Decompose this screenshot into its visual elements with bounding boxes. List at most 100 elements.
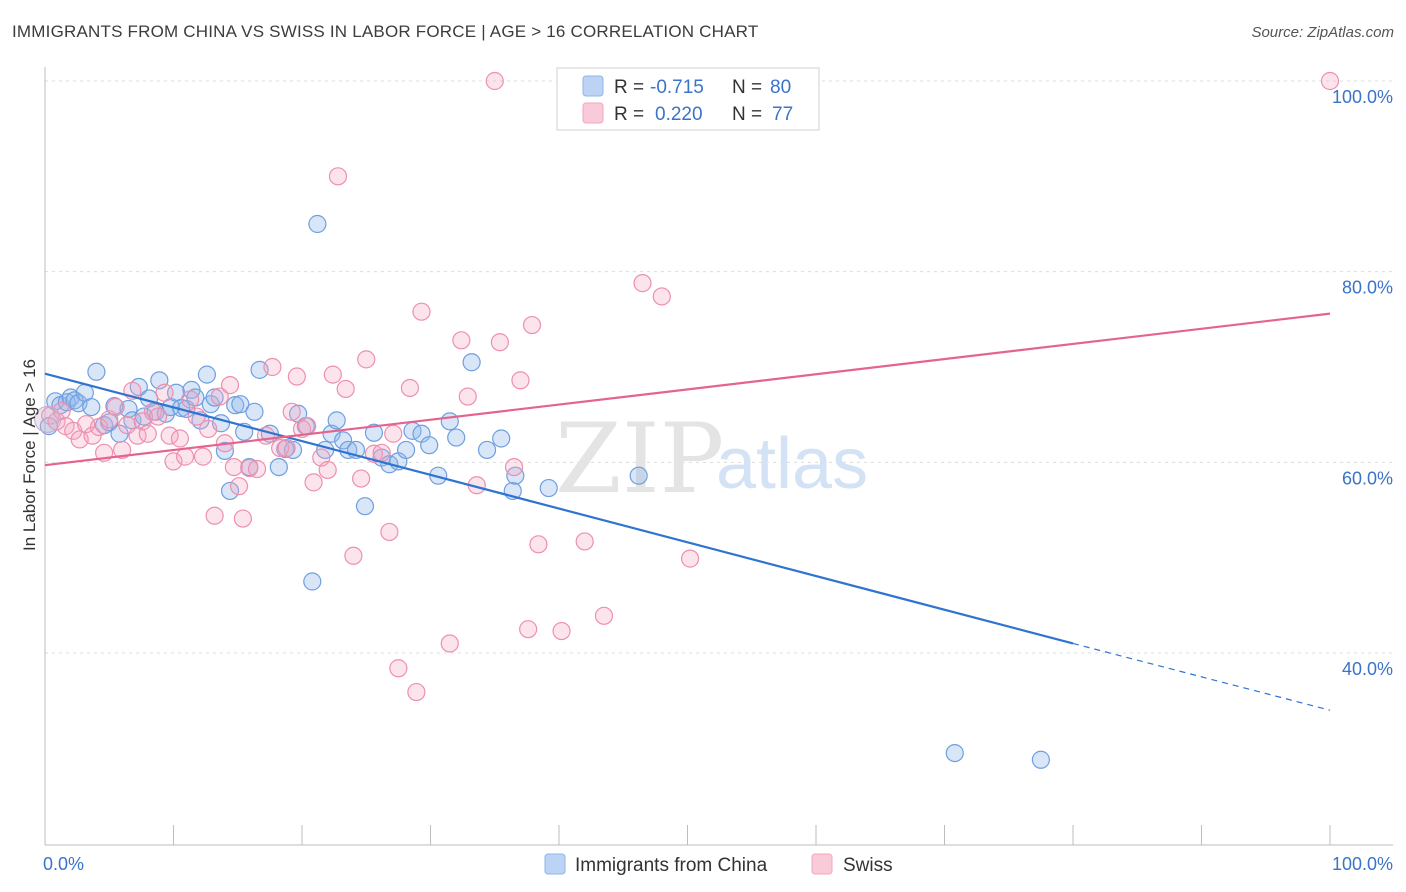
legend-r-value-swiss: 0.220 <box>655 104 703 125</box>
swiss-point <box>1320 71 1340 91</box>
legend-n-label-china: N = <box>732 77 762 98</box>
legend-swatch-china <box>582 75 604 97</box>
legend-n-value-swiss: 77 <box>772 104 793 125</box>
china-point <box>220 481 240 501</box>
swiss-point <box>292 419 312 439</box>
y-tick-label: 100.0% <box>1332 87 1393 107</box>
china-point <box>226 396 245 415</box>
swiss-point <box>490 333 509 352</box>
legend-r-value-china: -0.715 <box>650 77 704 98</box>
china-point <box>477 440 497 460</box>
china-point <box>447 428 466 447</box>
china-point <box>322 424 341 443</box>
swiss-point <box>522 315 542 335</box>
swiss-point <box>89 417 109 437</box>
bottom-legend-swatch-swiss <box>811 853 833 875</box>
swiss-point <box>298 417 317 436</box>
china-point <box>303 572 322 591</box>
swiss-point <box>199 419 218 439</box>
grid-layer <box>45 80 1393 654</box>
swiss-point <box>106 397 125 417</box>
swiss-point <box>271 438 290 458</box>
china-point <box>308 214 327 234</box>
swiss-point <box>594 606 614 625</box>
swiss-point <box>652 287 671 306</box>
china-point <box>231 395 250 414</box>
x-tick-label: 100.0% <box>1332 854 1393 874</box>
swiss-point <box>112 440 132 460</box>
swiss-point <box>458 387 477 406</box>
swiss-point <box>282 402 301 421</box>
swiss-point <box>529 535 548 554</box>
swiss-point <box>233 509 252 528</box>
swiss-point <box>205 506 224 525</box>
swiss-point <box>148 407 168 426</box>
swiss-point <box>328 167 348 186</box>
swiss-point <box>160 426 179 445</box>
swiss-point <box>287 367 306 386</box>
swiss-point <box>389 659 408 678</box>
swiss-point <box>680 549 700 568</box>
swiss-point <box>400 378 420 398</box>
swiss-point <box>138 424 157 443</box>
swiss-point <box>412 302 431 321</box>
swiss-point <box>575 532 594 551</box>
chart-source: Source: ZipAtlas.com <box>1251 24 1394 41</box>
y-axis-label: In Labor Force | Age > 16 <box>20 359 39 551</box>
swiss-point <box>170 429 190 448</box>
swiss-point <box>247 459 267 479</box>
swiss-point <box>277 438 296 458</box>
axis-layer: 40.0% 60.0% 80.0% 100.0% 0.0% 100.0% <box>43 67 1393 874</box>
swiss-point <box>440 634 459 653</box>
swiss-point <box>519 620 538 639</box>
swiss-point <box>344 546 363 565</box>
swiss-point <box>52 401 71 420</box>
swiss-point <box>304 473 323 492</box>
swiss-point <box>552 621 571 641</box>
swiss-point <box>181 390 200 409</box>
swiss-point <box>336 379 355 399</box>
china-point <box>215 441 234 460</box>
china-point <box>355 497 375 516</box>
watermark-zip: ZIP <box>555 403 724 515</box>
swiss-point <box>352 469 371 488</box>
legend: R = -0.715 N = 80 R = 0.220 N = 77 <box>556 67 820 131</box>
swiss-point <box>210 387 229 406</box>
china-point <box>105 396 124 416</box>
swiss-point <box>452 331 471 350</box>
swiss-trend-line <box>44 312 1331 467</box>
swiss-point <box>485 71 504 91</box>
swiss-point <box>240 458 259 478</box>
swiss-point <box>193 447 213 466</box>
china-point <box>440 412 459 431</box>
china-trend-line <box>44 372 1074 645</box>
china-point <box>269 458 288 477</box>
swiss-point <box>384 424 403 443</box>
legend-swatch-swiss <box>582 102 604 124</box>
china-point <box>364 423 384 442</box>
y-tick-label: 80.0% <box>1342 278 1393 298</box>
legend-r-label-swiss: R = <box>614 104 644 125</box>
china-point <box>334 431 353 450</box>
bottom-legend: Immigrants from China Swiss <box>544 853 893 876</box>
chart-title: IMMIGRANTS FROM CHINA VS SWISS IN LABOR … <box>12 22 759 41</box>
swiss-point <box>318 460 337 480</box>
swiss-point <box>263 357 282 377</box>
swiss-point <box>633 274 652 293</box>
swiss-point <box>380 522 399 542</box>
china-point <box>945 743 964 763</box>
china-point <box>245 402 264 421</box>
china-point <box>82 397 101 417</box>
swiss-point <box>372 443 391 462</box>
points-layer <box>34 71 1340 769</box>
china-point <box>276 439 295 459</box>
china-point <box>462 353 481 372</box>
bottom-legend-swatch-china <box>544 853 566 875</box>
x-tick-label: 0.0% <box>43 854 84 874</box>
china-point <box>539 478 558 498</box>
bottom-legend-label-swiss: Swiss <box>843 855 893 876</box>
china-point <box>420 436 439 455</box>
china-point <box>205 388 224 407</box>
swiss-point <box>511 371 530 390</box>
